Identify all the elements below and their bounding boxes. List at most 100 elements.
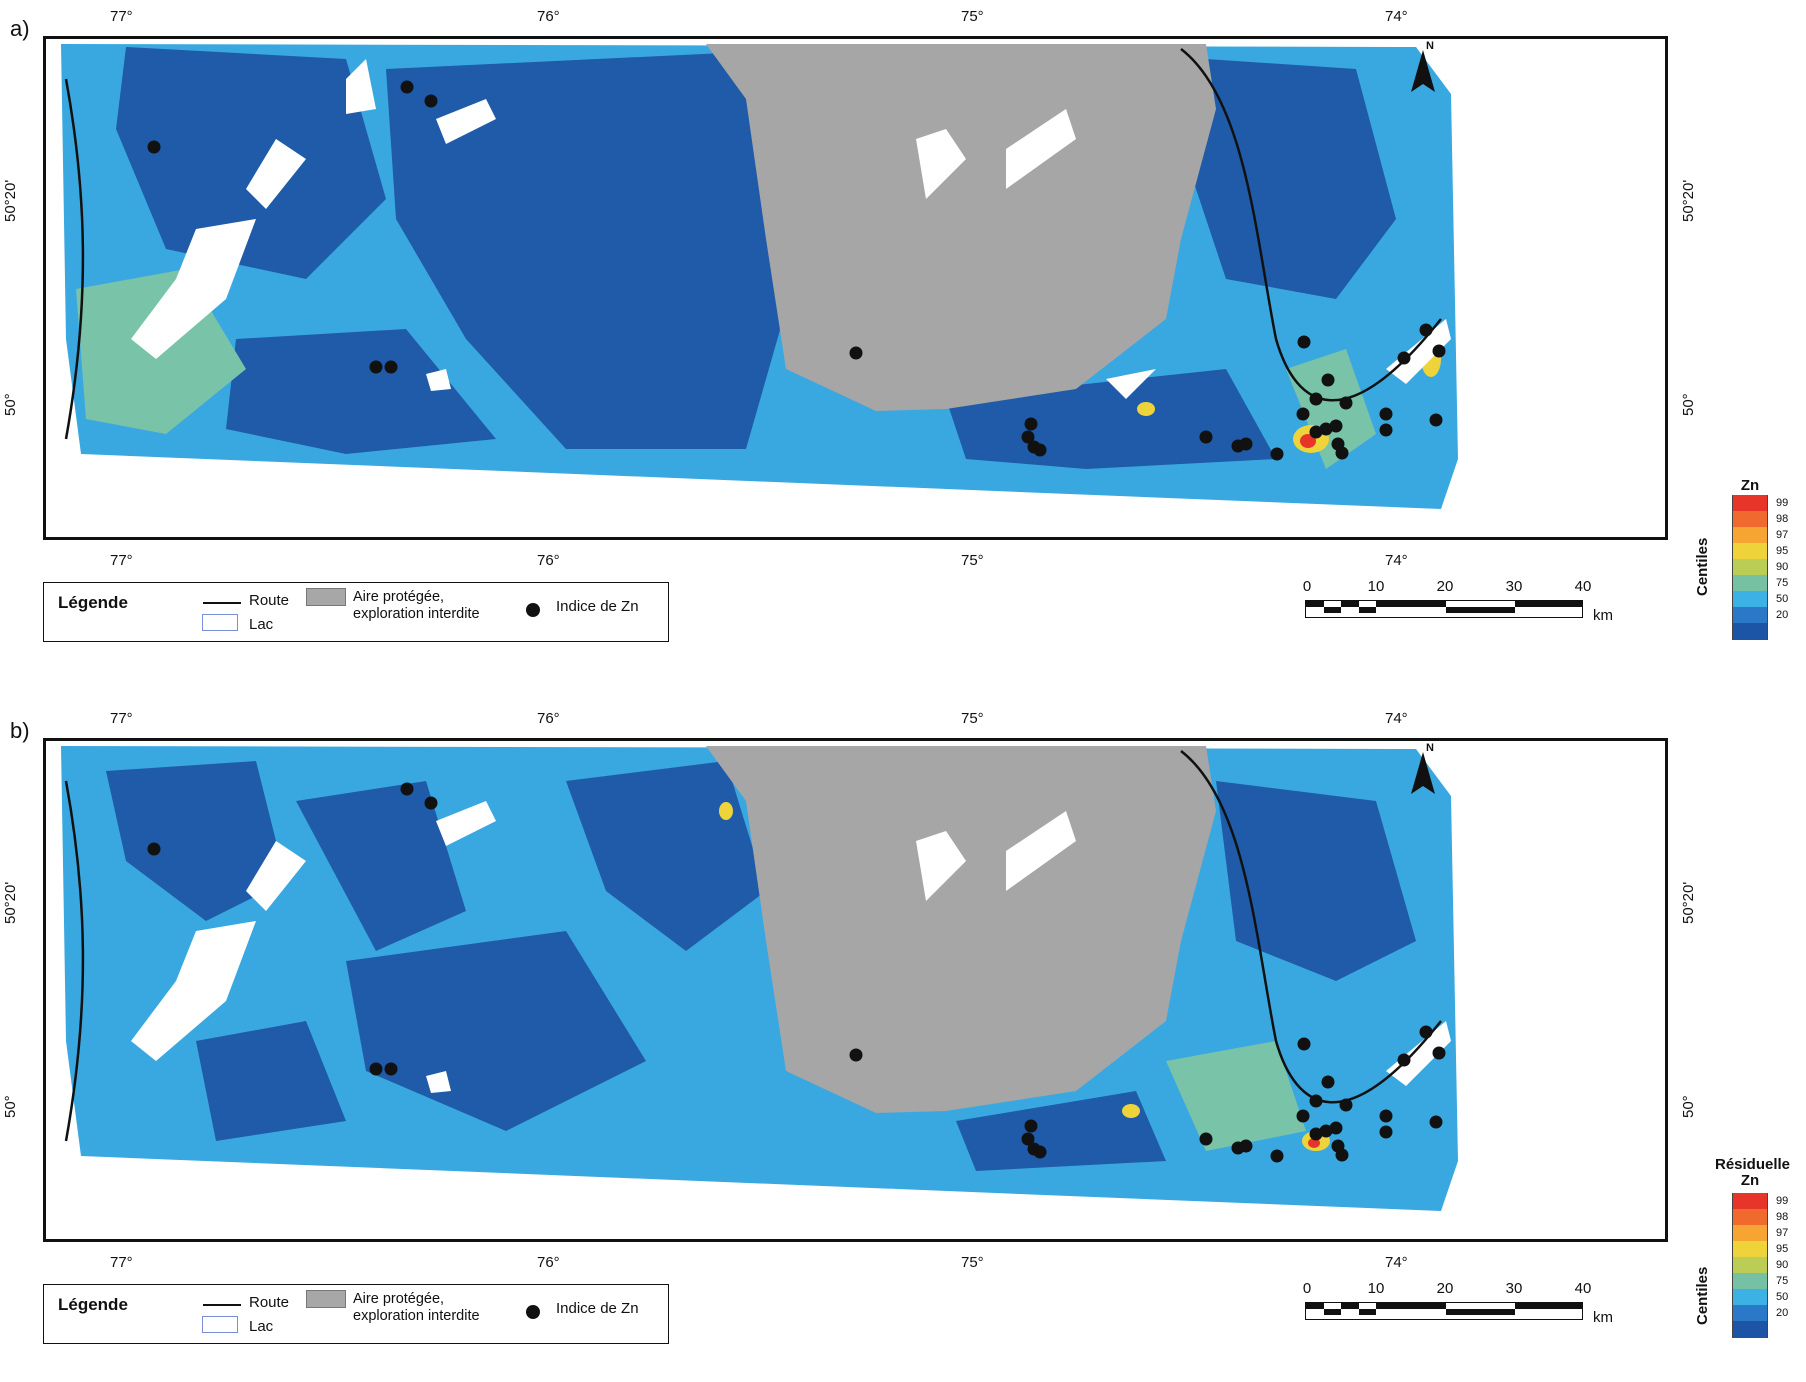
colorbar-label: 98 bbox=[1776, 1211, 1789, 1223]
latitude-tick-left: 50°20' bbox=[2, 179, 19, 222]
colorbar-swatch bbox=[1732, 575, 1768, 592]
zn-index-point bbox=[1379, 1109, 1393, 1123]
colorbar-label: 99 bbox=[1776, 1195, 1789, 1207]
zn-index-point bbox=[1199, 1132, 1213, 1146]
zn-index-point bbox=[1309, 1094, 1323, 1108]
road-symbol bbox=[203, 602, 241, 604]
zn-index-point bbox=[1270, 447, 1284, 461]
panel-label: b) bbox=[10, 718, 30, 743]
colorbar-title: Zn bbox=[1740, 477, 1760, 494]
scale-unit: km bbox=[1593, 607, 1613, 624]
latitude-tick-left: 50° bbox=[2, 1095, 19, 1118]
longitude-tick-top: 74° bbox=[1385, 8, 1408, 25]
road-label: Route bbox=[249, 592, 290, 609]
zn-index-point bbox=[1329, 1121, 1343, 1135]
legend-title: Légende bbox=[58, 593, 128, 612]
zn-index-point bbox=[1239, 437, 1253, 451]
latitude-tick-left: 50° bbox=[2, 393, 19, 416]
colorbar-label: 90 bbox=[1776, 561, 1789, 573]
north-arrow-icon bbox=[1411, 50, 1435, 92]
colorbar-swatch bbox=[1732, 1273, 1768, 1290]
colorbar-swatch bbox=[1732, 495, 1768, 512]
scale-label: 20 bbox=[1436, 1280, 1454, 1297]
zn-index-point bbox=[1339, 1098, 1353, 1112]
colorbar-swatch bbox=[1732, 607, 1768, 624]
lake-symbol bbox=[202, 1316, 238, 1333]
scale-bar-graphic bbox=[1305, 600, 1583, 618]
longitude-tick-bottom: 77° bbox=[110, 552, 133, 569]
zn-index-point bbox=[1429, 1115, 1443, 1129]
zn-index-point bbox=[384, 1062, 398, 1076]
longitude-tick-top: 76° bbox=[537, 8, 560, 25]
zn-index-point bbox=[369, 360, 383, 374]
colorbar-label: 90 bbox=[1776, 1259, 1789, 1271]
latitude-tick-left: 50°20' bbox=[2, 881, 19, 924]
longitude-tick-top: 75° bbox=[961, 8, 984, 25]
colorbar-swatch bbox=[1732, 511, 1768, 528]
panel-label: a) bbox=[10, 16, 30, 41]
longitude-tick-top: 77° bbox=[110, 8, 133, 25]
panel-a: a) 77° 76° 75° 74° 50°20' 50° 50°20' 50° bbox=[0, 0, 1806, 680]
panel-b: b) 77° 76° 75° 74° 50°20' 50° 50°20' 50° bbox=[0, 702, 1806, 1382]
colorbar-swatch bbox=[1732, 1257, 1768, 1274]
zn-index-point bbox=[1432, 344, 1446, 358]
zn-index-point bbox=[1397, 351, 1411, 365]
zn-index-point bbox=[1033, 443, 1047, 457]
zn-index-point bbox=[1419, 1025, 1433, 1039]
scale-label: 30 bbox=[1505, 1280, 1523, 1297]
longitude-tick-bottom: 77° bbox=[110, 1254, 133, 1271]
zn-index-symbol bbox=[526, 1305, 540, 1319]
colorbar-swatch bbox=[1732, 559, 1768, 576]
north-label: N bbox=[1426, 742, 1434, 754]
colorbar-swatch bbox=[1732, 1321, 1768, 1338]
zn-index-point bbox=[1319, 422, 1333, 436]
longitude-tick-bottom: 76° bbox=[537, 552, 560, 569]
colorbar-swatch bbox=[1732, 527, 1768, 544]
colorbar-label: 20 bbox=[1776, 1307, 1789, 1319]
colorbar-label: 50 bbox=[1776, 593, 1789, 605]
zn-index-point bbox=[1335, 1148, 1349, 1162]
zn-index-point bbox=[1024, 417, 1038, 431]
residual-zn-centile-map bbox=[43, 738, 1668, 1242]
longitude-tick-bottom: 76° bbox=[537, 1254, 560, 1271]
lake-label: Lac bbox=[249, 616, 274, 633]
scale-label: 10 bbox=[1367, 1280, 1385, 1297]
colorbar-swatch bbox=[1732, 543, 1768, 560]
colorbar-swatch bbox=[1732, 1289, 1768, 1306]
zn-index-point bbox=[1309, 425, 1323, 439]
zn-index-point bbox=[1419, 323, 1433, 337]
latitude-tick-right: 50° bbox=[1680, 1095, 1697, 1118]
colorbar-axis-label: Centiles bbox=[1694, 1266, 1711, 1325]
colorbar-axis-label: Centiles bbox=[1694, 537, 1711, 596]
zn-index-point bbox=[849, 1048, 863, 1062]
colorbar-label: 97 bbox=[1776, 529, 1789, 541]
zn-index-label: Indice de Zn bbox=[556, 1300, 639, 1317]
protected-area-label: Aire protégée, exploration interdite bbox=[353, 589, 480, 622]
scale-unit: km bbox=[1593, 1309, 1613, 1326]
colorbar-swatch bbox=[1732, 1225, 1768, 1242]
zn-index-symbol bbox=[526, 603, 540, 617]
legend: Légende Route Lac Aire protégée, explora… bbox=[43, 582, 669, 642]
colorbar-label: 99 bbox=[1776, 497, 1789, 509]
zn-index-point bbox=[1321, 373, 1335, 387]
scale-label: 30 bbox=[1505, 578, 1523, 595]
zn-index-point bbox=[1270, 1149, 1284, 1163]
zn-index-point bbox=[1335, 446, 1349, 460]
zn-index-point bbox=[1319, 1124, 1333, 1138]
colorbar-label: 97 bbox=[1776, 1227, 1789, 1239]
zn-index-point bbox=[384, 360, 398, 374]
colorbar-label: 95 bbox=[1776, 1243, 1789, 1255]
latitude-tick-right: 50°20' bbox=[1680, 881, 1697, 924]
colorbar-label: 20 bbox=[1776, 609, 1789, 621]
zn-index-point bbox=[1021, 430, 1035, 444]
colorbar-label: 50 bbox=[1776, 1291, 1789, 1303]
north-arrow-icon bbox=[1411, 752, 1435, 794]
zn-index-point bbox=[400, 782, 414, 796]
map-canvas bbox=[46, 39, 1665, 537]
colorbar-swatch bbox=[1732, 623, 1768, 640]
scale-label: 20 bbox=[1436, 578, 1454, 595]
colorbar-swatch bbox=[1732, 1209, 1768, 1226]
longitude-tick-bottom: 75° bbox=[961, 552, 984, 569]
longitude-tick-bottom: 74° bbox=[1385, 552, 1408, 569]
road-symbol bbox=[203, 1304, 241, 1306]
